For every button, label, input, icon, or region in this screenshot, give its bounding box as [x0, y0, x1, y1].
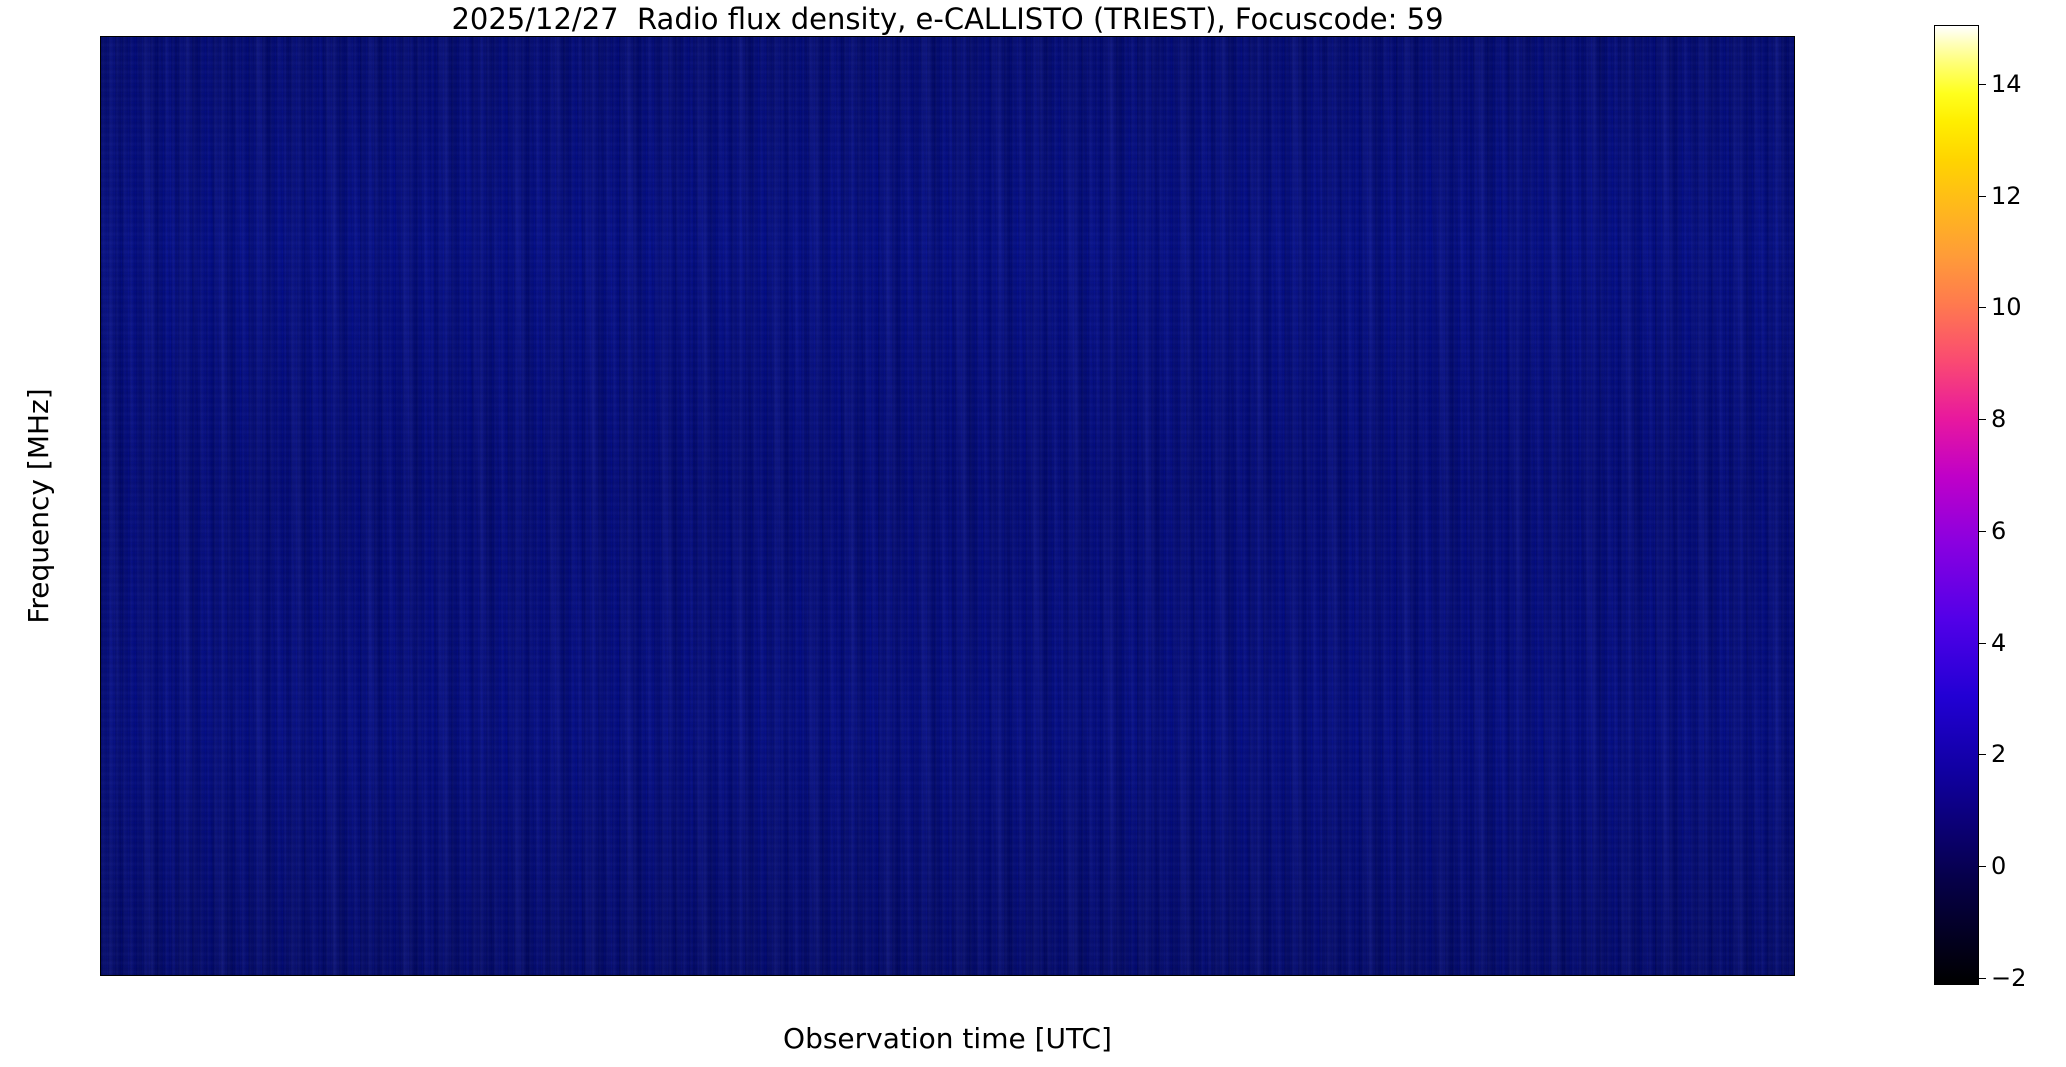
y-axis-label: Frequency [MHz] [22, 388, 55, 624]
x-tick-mark [441, 975, 442, 976]
y-tick-mark [100, 512, 101, 513]
x-tick-mark [1120, 975, 1121, 976]
x-axis-label: Observation time [UTC] [783, 1022, 1112, 1055]
colorbar-tick-label: 2 [1991, 740, 2007, 769]
y-tick-mark [100, 154, 101, 155]
colorbar-tick-mark [1978, 307, 1986, 309]
x-tick-mark [554, 975, 555, 976]
y-tick-mark [100, 65, 101, 66]
colorbar-tick-mark [1978, 83, 1986, 85]
x-tick-mark [328, 975, 329, 976]
colorbar-tick-mark [1978, 642, 1986, 644]
x-tick-mark [1347, 975, 1348, 976]
colorbar-tick-label: 4 [1991, 628, 2007, 657]
y-tick-mark [100, 423, 101, 424]
spectrogram-axes[interactable]: 380360340320300280260240 14:3014:3114:32… [100, 36, 1795, 976]
colorbar-tick-mark [1978, 530, 1986, 532]
colorbar-tick-label: −2 [1991, 964, 2027, 993]
chart-title: 2025/12/27 Radio flux density, e-CALLIST… [451, 2, 1444, 36]
x-tick-mark [1007, 975, 1008, 976]
colorbar-tick-label: 10 [1991, 293, 2022, 322]
colorbar-tick-mark [1978, 754, 1986, 756]
spectrogram-image [101, 37, 1794, 975]
x-tick-mark [1573, 975, 1574, 976]
colorbar-tick-mark [1978, 866, 1986, 868]
colorbar-tick-mark [1978, 978, 1986, 980]
x-tick-mark [667, 975, 668, 976]
x-tick-mark [1234, 975, 1235, 976]
colorbar-tick-label: 6 [1991, 516, 2007, 545]
y-tick-mark [100, 602, 101, 603]
colorbar-tick-label: 0 [1991, 852, 2007, 881]
colorbar-tick-label: 12 [1991, 181, 2022, 210]
x-tick-mark [781, 975, 782, 976]
colorbar[interactable]: 14 12 10 8 6 4 2 0 −2 [1934, 25, 2026, 992]
x-tick-mark [894, 975, 895, 976]
colorbar-tick-label: 8 [1991, 405, 2007, 434]
y-tick-mark [100, 333, 101, 334]
x-tick-mark [1687, 975, 1688, 976]
y-tick-mark [100, 691, 101, 692]
colorbar-tick-mark [1978, 419, 1986, 421]
colorbar-gradient [1935, 26, 1978, 984]
x-tick-mark [101, 975, 102, 976]
x-tick-mark [1460, 975, 1461, 976]
x-tick-mark [214, 975, 215, 976]
colorbar-tick-mark [1978, 195, 1986, 197]
y-tick-mark [100, 244, 101, 245]
colorbar-tick-label: 14 [1991, 69, 2022, 98]
